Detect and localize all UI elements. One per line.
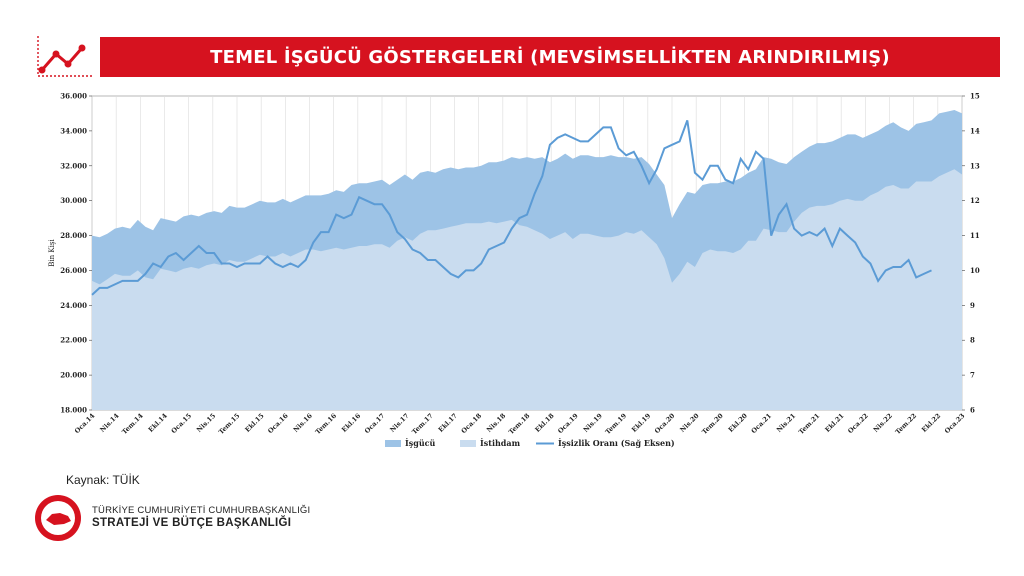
x-tick-label: Nis.21: [775, 412, 797, 434]
x-tick-label: Nis.20: [678, 411, 701, 434]
y2-tick-label: 7: [970, 371, 975, 380]
x-tick-label: Nis.22: [872, 412, 894, 434]
x-tick-label: Ekl.20: [727, 411, 749, 433]
y-tick-label: 34.000: [60, 126, 87, 135]
y-tick-label: 22.000: [60, 336, 87, 345]
labor-indicators-chart: 18.000 20.000 22.000 24.000 26.000 28.000 30.0…: [48, 92, 980, 449]
page-title: TEMEL İŞGÜCÜ GÖSTERGELERİ (MEVSİMSELLİKT…: [100, 37, 1000, 77]
line-unemployment-rate: [91, 120, 932, 296]
y-tick-label: 28.000: [60, 231, 87, 240]
y2-tick-label: 8: [970, 336, 975, 345]
x-tick-label: Tem.18: [507, 411, 532, 436]
x-tick-label: Ekl.18: [533, 411, 555, 433]
y2-tick-label: 6: [970, 406, 975, 415]
x-tick-label: Tem.15: [217, 411, 242, 436]
y-tick-label: 30.000: [60, 196, 87, 205]
x-tick-label: Ekl.21: [823, 412, 845, 434]
y-tick-label: 36.000: [60, 92, 87, 101]
x-tick-label: Oca.22: [846, 412, 869, 435]
org-line-2: STRATEJİ VE BÜTÇE BAŞKANLIĞI: [92, 516, 292, 529]
x-tick-label: Ekl.22: [920, 412, 942, 434]
x-tick-label: Ekl.14: [147, 411, 169, 433]
y-tick-label: 24.000: [60, 301, 87, 310]
x-tick-label: Tem.22: [894, 412, 918, 436]
y2-tick-label: 15: [970, 92, 980, 101]
legend-label-employment: İstihdam: [480, 438, 521, 448]
x-tick-label: Oca.18: [460, 411, 484, 435]
x-tick-label: Oca.15: [170, 411, 194, 435]
x-tick-label: Ekl.19: [630, 411, 652, 433]
x-tick-label: Oca.21: [750, 412, 773, 435]
x-tick-label: Tem.21: [797, 412, 821, 436]
org-line-1: TÜRKİYE CUMHURİYETİ CUMHURBAŞKANLIĞI: [92, 504, 311, 516]
emblem-icon: [35, 495, 81, 541]
y2-tick-label: 11: [970, 231, 980, 240]
x-tick-label: Nis.14: [98, 411, 121, 434]
y2-tick-label: 9: [970, 301, 975, 310]
y-tick-label: 32.000: [60, 161, 87, 170]
legend-label-labor-force: İşgücü: [405, 438, 436, 448]
legend-swatch-employment: [460, 440, 476, 447]
x-tick-label: Nis.19: [582, 411, 605, 434]
x-tick-label: Oca.16: [266, 411, 290, 435]
x-tick-label: Nis.18: [485, 411, 508, 434]
y2-tick-label: 10: [970, 266, 980, 275]
x-tick-label: Oca.14: [73, 411, 97, 435]
x-tick-label: Tem.19: [604, 411, 629, 436]
x-tick-label: Ekl.16: [340, 411, 362, 433]
source-note: Kaynak: TÜİK: [66, 473, 140, 487]
organization-block: TÜRKİYE CUMHURİYETİ CUMHURBAŞKANLIĞI STR…: [34, 494, 310, 542]
x-tick-label: Tem.14: [120, 411, 145, 436]
x-tick-label: Oca.23: [943, 411, 967, 435]
y-tick-label: 20.000: [60, 371, 87, 380]
x-tick-label: Tem.20: [700, 411, 725, 436]
trend-chart-icon: [37, 36, 92, 77]
x-tick-label: Oca.17: [363, 412, 386, 435]
x-tick-label: Oca.20: [653, 411, 677, 435]
x-tick-label: Ekl.17: [437, 412, 459, 434]
x-tick-label: Ekl.15: [243, 411, 265, 433]
y-tick-label: 18.000: [60, 406, 87, 415]
area-employment: [92, 169, 962, 410]
x-tick-label: Nis.17: [388, 412, 410, 434]
y-tick-label: 26.000: [60, 266, 87, 275]
x-tick-label: Nis.16: [292, 411, 315, 434]
y2-tick-label: 14: [970, 126, 980, 135]
x-tick-label: Nis.15: [195, 411, 218, 434]
x-tick-label: Oca.19: [556, 411, 580, 435]
y2-tick-label: 12: [970, 196, 980, 205]
y-axis-label: Bin Kişi: [48, 239, 56, 267]
x-tick-label: Tem.17: [410, 412, 434, 436]
legend-swatch-labor-force: [385, 440, 401, 447]
legend-label-unemployment: İşsizlik Oranı (Sağ Eksen): [558, 438, 675, 448]
y2-tick-label: 13: [970, 161, 980, 170]
x-tick-label: Tem.16: [314, 411, 339, 436]
